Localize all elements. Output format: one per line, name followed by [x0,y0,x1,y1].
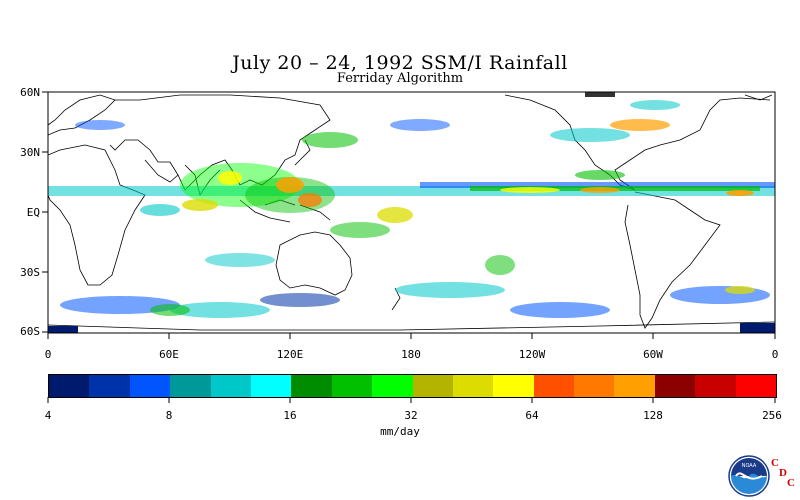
lon-label-120e: 120E [276,348,304,361]
legend-swatch-8 [372,375,413,397]
legend-swatch-0 [49,375,90,397]
cdc-letter-d: D [779,467,787,479]
noaa-logo: NOAA [728,455,770,497]
lon-label-120w: 120W [518,348,546,361]
legend-tick-4: 4 [44,409,52,422]
coast-indonesia [239,199,331,223]
legend-swatch-7 [331,375,373,397]
map-title: July 20 – 24, 1992 SSM/I Rainfall [232,52,568,74]
legend-swatch-12 [533,375,575,397]
legend-units: mm/day [380,425,420,438]
legend-swatch-14 [614,375,655,397]
rainfall-patches [48,92,775,333]
legend-swatch-10 [452,375,494,397]
coast-africa [48,144,146,286]
lat-label-30n: 30N [20,146,40,159]
legend-swatch-17 [735,375,777,397]
legend-swatch-16 [695,375,736,397]
legend-swatch-4 [210,375,251,397]
coast-greenland [744,94,773,101]
lon-label-0-east: 0 [771,348,779,361]
coast-japan [294,139,311,166]
coast-australia [275,231,353,296]
legend-tick-64: 64 [525,409,539,422]
lon-label-60w: 60W [643,348,663,361]
coast-arabia [144,159,179,183]
legend-tick-8: 8 [165,409,173,422]
lat-label-eq: EQ [26,206,40,219]
legend-tick-128: 128 [643,409,663,422]
legend-swatch-2 [129,375,171,397]
legend-swatch-5 [250,375,292,397]
legend-tick-32: 32 [404,409,418,422]
legend-swatch-13 [574,375,615,397]
coast-asia [109,94,331,191]
coast-antarctica [48,321,775,331]
lat-label-60n: 60N [20,86,40,99]
color-legend [48,374,777,398]
legend-tick-16: 16 [283,409,297,422]
lat-label-30s: 30S [20,266,40,279]
lon-label-60e: 60E [159,348,179,361]
map-subtitle: Ferriday Algorithm [336,71,464,86]
cdc-letter-c1: C [771,457,779,469]
noaa-logo-text: NOAA [742,463,757,469]
legend-swatch-1 [89,375,130,397]
legend-swatch-9 [412,375,453,397]
legend-tick-256: 256 [762,409,782,422]
lon-label-180: 180 [401,348,421,361]
axis-ticks [42,91,776,339]
legend-swatch-3 [170,375,211,397]
lon-label-0: 0 [44,348,52,361]
legend-swatch-11 [493,375,534,397]
legend-swatch-15 [654,375,696,397]
cdc-letter-c2: C [787,477,795,489]
lat-label-60s: 60S [20,325,40,338]
legend-swatch-6 [291,375,332,397]
coast-south-america [624,191,721,329]
